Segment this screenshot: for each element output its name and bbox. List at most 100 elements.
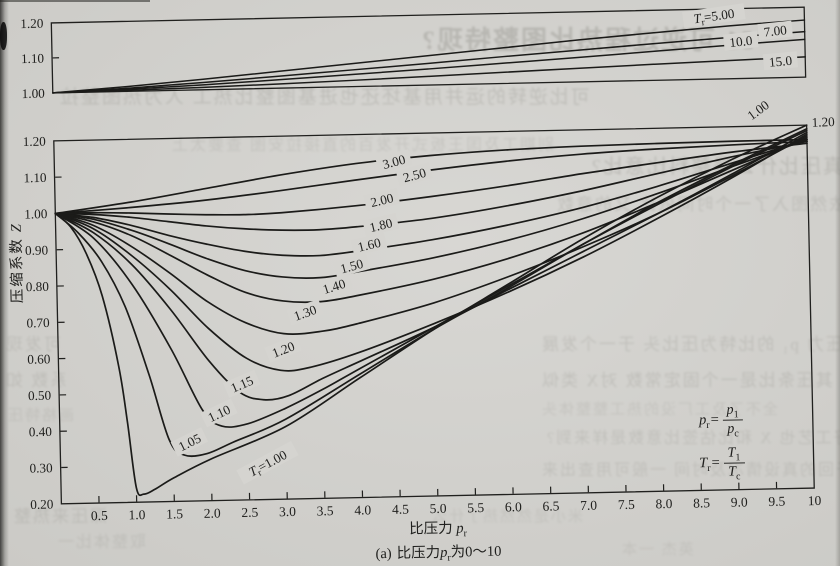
y-tick-label: 1.10 (21, 51, 45, 66)
curve-label-text: 10.0 (729, 33, 754, 50)
isotherm-curve-Tr-2.50 (54, 140, 808, 215)
curve-label-Tr-1.30: 1.30 (286, 299, 324, 326)
fraction-numerator: T1 (723, 445, 745, 464)
scan-edge-shadow (0, 0, 9, 566)
x-tick-label: 0.5 (91, 508, 108, 523)
x-tick-label: 9.0 (731, 494, 748, 509)
curve-label-mask (350, 232, 388, 256)
y-tick-label: 0.90 (25, 242, 49, 257)
isotherm-curve-Tr-1.60 (54, 138, 808, 257)
reduced-temperature-definition: Tr = T1 Tc (698, 445, 745, 482)
curve-label-mask (333, 253, 371, 278)
scan-top-streak (0, 0, 150, 2)
x-tick-label: 2.0 (204, 505, 221, 520)
fraction-numerator: p1 (722, 402, 743, 421)
curve-label-mask (363, 187, 401, 212)
top_panel: 1.20 1.10 1.00 Tr=5.00 7.00 10.0 15.0 (20, 3, 807, 101)
isotherm-curve-Tr-3.00 (54, 138, 808, 215)
main_panel-frame (53, 124, 815, 505)
annotation-text: 1.20 (811, 114, 835, 130)
fraction: T1 Tc (723, 445, 745, 482)
caption-suffix: 为0～10 (450, 543, 502, 561)
annotation-text: 1.00 (744, 97, 772, 123)
curve-label-text: 2.00 (369, 190, 395, 210)
curve-label-text: 1.40 (321, 276, 348, 297)
isotherm-curve-Tr-1.80 (54, 140, 808, 232)
curve-label-mask (395, 162, 433, 187)
equals-sign: = (711, 454, 720, 471)
isotherm-curve-Tr-1.50 (54, 138, 808, 279)
y-tick-label: 0.80 (26, 279, 50, 294)
fraction: p1 pc (722, 402, 743, 439)
curve-label-Tr-7.00: 7.00 (757, 20, 793, 41)
isotherm-curve-Tr-1.40 (54, 136, 808, 304)
curve-label-mask (236, 441, 299, 485)
curve-label-Tr-1.10: 1.10 (200, 398, 238, 428)
curve-label-text: 15.0 (768, 53, 793, 70)
x-tick-label: 9.5 (768, 494, 785, 509)
x-tick-label: 8.5 (693, 495, 710, 510)
curve-label-mask (362, 213, 400, 237)
curve-label-Tr-2.50: 2.50 (395, 162, 433, 187)
curve-label-Tr-1.60: 1.60 (350, 232, 388, 256)
x-axis-title: 比压力 pr (358, 515, 518, 539)
x-tick-label: 10 (808, 493, 822, 508)
curve-label-Tr-2.00: 2.00 (363, 187, 401, 212)
isotherm-curve-Tr-1.30 (54, 135, 808, 335)
curve-label-text: Tr=1.00 (246, 447, 291, 482)
curve-label-text: 2.50 (401, 165, 428, 186)
curve-label-mask (315, 273, 353, 299)
y-tick-label: 1.20 (23, 134, 47, 149)
top_panel-frame (50, 6, 807, 94)
curve-label-Tr-5.00: Tr=5.00 (682, 3, 746, 30)
y-tick-label: 1.00 (22, 86, 46, 101)
x-tick-label: 8.0 (655, 496, 672, 511)
y-axis-title-symbol: Z (8, 224, 25, 233)
curve-label-Tr-3.00: 3.00 (375, 149, 413, 174)
isotherm-curve-Tr-1.10 (54, 129, 808, 428)
y-tick-label: 0.70 (26, 315, 50, 330)
curve-label-text: 1.30 (292, 302, 319, 324)
formula-lhs: Tr (698, 454, 711, 474)
isotherm-curve-Tr-1.00 (54, 124, 808, 497)
curve-label-mask (375, 149, 413, 174)
y-tick-label: 1.10 (23, 170, 47, 185)
y-tick-label: 0.40 (29, 424, 53, 439)
curve-label-Tr-1.50: 1.50 (333, 253, 371, 278)
y-tick-label: 1.20 (20, 16, 44, 31)
isotherm-curve-Tr-1.05 (54, 127, 808, 458)
curve-label-mask (682, 3, 746, 28)
x-tick-label: 5.5 (467, 500, 484, 515)
formula-lhs: pr (698, 411, 710, 431)
curve-label-mask (222, 369, 261, 398)
y-axis-title-text: 压缩系数 (8, 237, 27, 304)
isotherm-curve-Tr-7.00 (52, 30, 806, 94)
x-tick-label: 7.5 (618, 497, 635, 512)
curve-label-mask (723, 31, 759, 51)
curve-label-text: 3.00 (381, 151, 408, 172)
reduced-pressure-definition: pr = p1 pc (698, 402, 743, 439)
curve-label-mask (762, 51, 799, 71)
isotherm-curve-Tr-1.20 (54, 133, 808, 372)
y-tick-label: 0.60 (27, 351, 51, 366)
x-tick-label: 6.0 (505, 499, 522, 514)
x-tick-label: 4.0 (354, 502, 371, 517)
curve-label-mask (170, 427, 209, 457)
x-tick-label: 7.0 (580, 498, 597, 513)
curve-label-Tr-1.00: Tr=1.00 (236, 441, 299, 485)
x-tick-label: 6.5 (542, 498, 559, 513)
curve-label-text: Tr=5.00 (693, 6, 737, 30)
annotation-1.20: 1.20 (811, 114, 835, 130)
curve-label-mask (286, 299, 324, 326)
x-axis-title-subscript: r (463, 528, 468, 540)
scan-right-shadow (835, 0, 840, 566)
caption-text: 比压力 (396, 544, 441, 562)
curve-label-text: 1.60 (356, 235, 382, 255)
curve-label-Tr-10.0: 10.0 (723, 31, 759, 51)
curve-label-Tr-1.40: 1.40 (315, 273, 353, 299)
curve-label-Tr-1.20: 1.20 (264, 335, 302, 363)
x-tick-label: 2.5 (241, 505, 258, 520)
